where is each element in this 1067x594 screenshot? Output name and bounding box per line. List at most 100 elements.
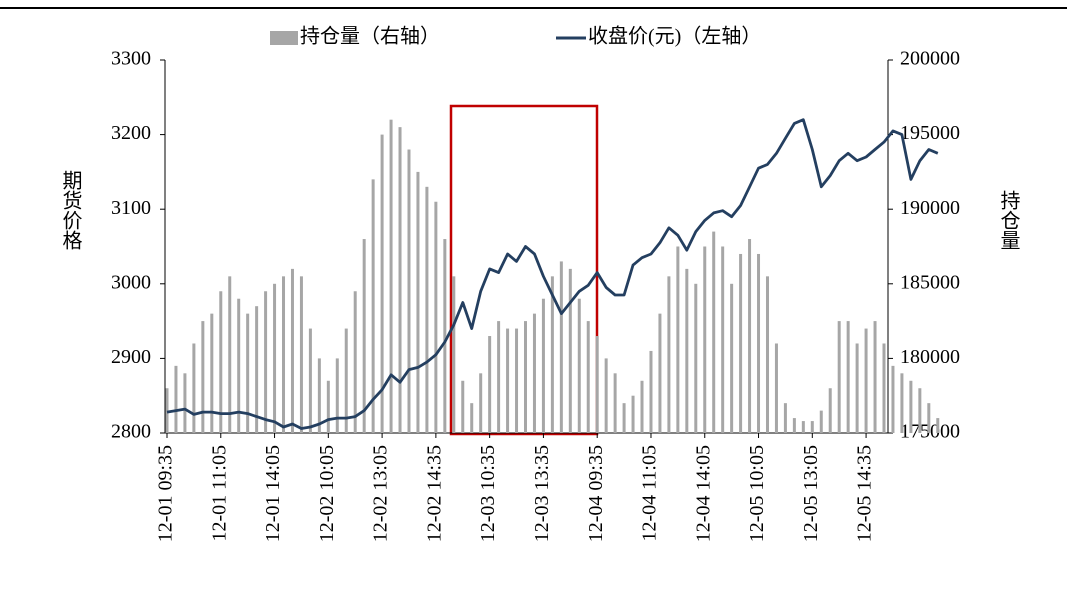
bar [290, 268, 294, 433]
bar [497, 321, 501, 433]
bar [819, 410, 823, 433]
x-tick-label: 12-01 14:05 [262, 445, 284, 542]
bar [622, 403, 626, 433]
bar [389, 119, 393, 434]
bar [649, 350, 653, 433]
bar [577, 298, 581, 433]
bar [864, 328, 868, 433]
bar [909, 380, 913, 433]
bar [515, 328, 519, 433]
x-tick-label: 12-05 13:05 [800, 445, 822, 542]
bar [434, 201, 438, 433]
bar [425, 186, 429, 433]
bar [165, 388, 169, 433]
bar [568, 268, 572, 433]
bar [201, 321, 205, 433]
legend-label: 持仓量（右轴） [300, 25, 440, 48]
bar [891, 365, 895, 433]
x-tick-label: 12-02 13:05 [370, 445, 392, 542]
bar [927, 403, 931, 433]
bar [667, 276, 671, 433]
bar [810, 421, 814, 433]
bar [640, 380, 644, 433]
bar [317, 358, 321, 433]
bar [237, 298, 241, 433]
bar [255, 306, 259, 433]
x-tick-label: 12-04 09:35 [585, 445, 607, 542]
x-tick-label: 12-05 14:35 [854, 445, 876, 542]
y2-tick-label: 180000 [900, 346, 960, 368]
bar [801, 421, 805, 433]
bar [550, 276, 554, 433]
bar [586, 321, 590, 433]
y2-tick-label: 195000 [900, 122, 960, 144]
highlight-box [449, 104, 599, 436]
y-axis-label: 期货价格 [59, 170, 82, 250]
bar [685, 268, 689, 433]
y-tick-label: 3100 [111, 197, 151, 219]
bar [353, 291, 357, 433]
bar [765, 276, 769, 433]
bar [712, 231, 716, 433]
x-tick-label: 12-02 14:35 [423, 445, 445, 542]
bar [900, 373, 904, 433]
bar [783, 403, 787, 433]
bar [541, 298, 545, 433]
bar [532, 313, 536, 433]
bar [488, 336, 492, 433]
axis-title: 持仓量 [997, 190, 1020, 250]
bar [703, 246, 707, 433]
bar [730, 283, 734, 433]
bar [264, 291, 268, 433]
bar [613, 373, 617, 433]
bar [219, 291, 223, 433]
x-tick-label: 12-03 13:35 [531, 445, 553, 542]
bar [407, 149, 411, 433]
bar [326, 380, 330, 433]
axis-title: 期货价格 [59, 170, 82, 250]
bar [452, 276, 456, 433]
y2-tick-label: 185000 [900, 271, 960, 293]
y-tick-label: 3200 [111, 122, 151, 144]
bar [676, 246, 680, 433]
legend-label: 收盘价(元)（左轴） [588, 25, 761, 48]
bar [362, 239, 366, 433]
bar [228, 276, 232, 433]
y-tick-label: 2800 [111, 421, 151, 443]
bar [344, 328, 348, 433]
bar [282, 276, 286, 433]
bar [398, 127, 402, 433]
bar [183, 373, 187, 433]
bar [273, 283, 277, 433]
bar [524, 321, 527, 433]
bar [658, 313, 662, 433]
bar [774, 343, 778, 433]
bar [918, 388, 922, 433]
legend-swatch [270, 31, 298, 45]
bar [882, 343, 886, 433]
bar [174, 365, 178, 433]
bar [371, 179, 375, 433]
bar [828, 388, 832, 433]
bar [595, 336, 599, 433]
bar [461, 380, 465, 433]
bar [604, 358, 608, 433]
x-tick-label: 12-01 09:35 [155, 445, 177, 542]
bar [470, 403, 474, 433]
bar [694, 283, 698, 433]
bar [443, 239, 447, 433]
bar [559, 261, 563, 433]
bar [479, 373, 483, 433]
bar [299, 276, 303, 433]
x-tick-label: 12-03 10:35 [477, 445, 499, 542]
price-line [166, 118, 939, 430]
bar [416, 171, 420, 433]
y2-tick-label: 200000 [900, 48, 960, 70]
bar [757, 253, 761, 433]
y2-tick-label: 190000 [900, 197, 960, 219]
bar [837, 321, 841, 433]
bar [506, 328, 510, 433]
bar [246, 313, 250, 433]
bar [936, 418, 940, 433]
